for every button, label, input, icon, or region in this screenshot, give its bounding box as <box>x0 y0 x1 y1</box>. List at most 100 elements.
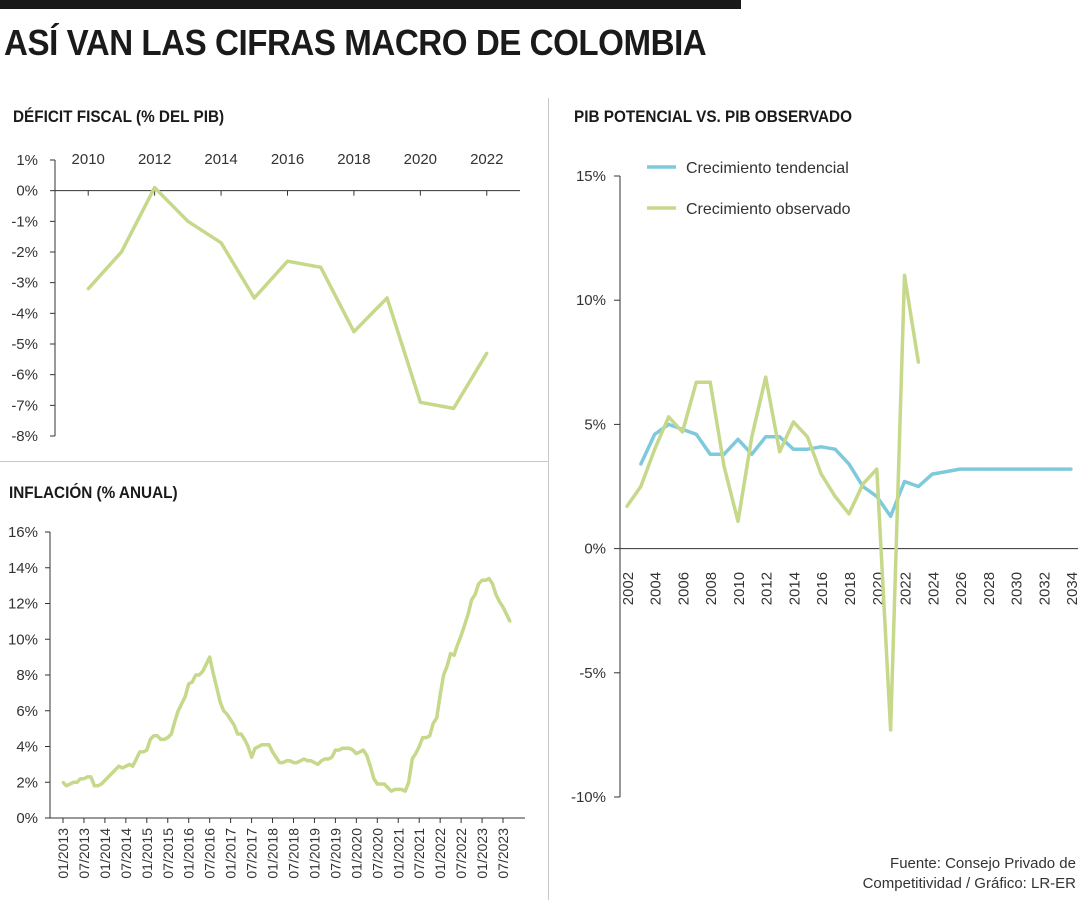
inflation-point <box>274 755 278 759</box>
inflation-point <box>120 766 124 770</box>
inflation-point <box>96 784 100 788</box>
inflation-point <box>75 780 79 784</box>
inflation-point <box>414 752 418 756</box>
deficit-point <box>485 351 489 355</box>
inflation-series-line <box>61 576 512 793</box>
inflation-point <box>505 612 508 616</box>
gdp-trend-line-point <box>1000 467 1004 471</box>
deficit-chart-title: DÉFICIT FISCAL (% DEL PIB) <box>13 107 225 126</box>
inflation-point <box>152 734 156 738</box>
inflation-x-tick-label: 07/2014 <box>118 828 134 879</box>
inflation-point <box>407 780 411 784</box>
gdp-trend-line-point <box>694 432 698 436</box>
inflation-point <box>354 752 358 756</box>
inflation-point <box>208 655 212 659</box>
gdp-y-tick-label: 5% <box>584 416 606 433</box>
deficit-y-tick-label: -4% <box>11 305 38 322</box>
inflation-point <box>229 718 233 722</box>
gdp-trend-line-point <box>902 479 907 484</box>
inflation-point <box>113 768 117 772</box>
inflation-x-tick-label: 07/2021 <box>411 828 427 879</box>
inflation-point <box>494 593 498 596</box>
inflation-point <box>61 780 65 784</box>
deficit-x-tick-label: 2022 <box>470 151 503 168</box>
deficit-y-tick-label: -1% <box>11 213 38 230</box>
inflation-point <box>473 593 477 596</box>
inflation-x-tick-label: 01/2021 <box>390 828 406 879</box>
deficit-series-line <box>86 185 489 411</box>
inflation-point <box>456 643 460 647</box>
inflation-point <box>180 702 184 705</box>
inflation-point <box>508 619 512 623</box>
inflation-x-tick-label: 01/2018 <box>265 828 281 879</box>
inflation-point <box>330 755 334 759</box>
inflation-point <box>271 750 274 754</box>
deficit-point <box>119 250 124 254</box>
gdp-x-tick-label: 2028 <box>981 572 998 605</box>
source-line-2: Competitividad / Gráfico: LR-ER <box>862 875 1076 892</box>
inflation-x-tick-label: 07/2013 <box>76 828 92 879</box>
inflation-point <box>480 578 484 582</box>
gdp-trend-line <box>639 422 1072 519</box>
gdp-trend-line-point <box>639 462 643 466</box>
inflation-point <box>417 745 421 748</box>
inflation-x-tick-label: 07/2017 <box>244 828 260 879</box>
inflation-point <box>466 612 470 616</box>
gdp-trend-line-point <box>1041 467 1045 471</box>
inflation-point <box>166 736 170 739</box>
inflation-point <box>320 759 323 763</box>
inflation-point <box>246 745 250 748</box>
deficit-point <box>418 400 422 404</box>
gdp-x-tick-label: 2034 <box>1064 572 1080 605</box>
deficit-point <box>153 186 157 190</box>
inflation-point <box>236 732 240 736</box>
inflation-point <box>260 743 264 747</box>
inflation-point <box>421 736 425 739</box>
inflation-point <box>127 762 131 766</box>
gdp-x-tick-label: 2024 <box>925 572 942 605</box>
inflation-point <box>463 623 467 627</box>
inflation-point <box>449 652 453 655</box>
deficit-point <box>219 241 223 245</box>
deficit-point <box>319 265 323 269</box>
gdp-trend-line-point <box>778 435 782 439</box>
panel-divider-horizontal <box>0 461 548 462</box>
inflation-point <box>389 789 393 793</box>
inflation-point <box>187 682 191 686</box>
gdp-trend-line-point <box>764 435 768 439</box>
inflation-point <box>79 777 82 781</box>
inflation-point <box>257 745 260 748</box>
inflation-point <box>89 775 93 779</box>
inflation-point <box>396 788 400 791</box>
inflation-point <box>470 598 473 602</box>
source-line-1: Fuente: Consejo Privado de <box>890 855 1076 872</box>
inflation-point <box>218 700 222 704</box>
inflation-point <box>452 653 456 657</box>
inflation-point <box>148 737 152 741</box>
deficit-point <box>385 296 389 300</box>
inflation-point <box>340 746 344 750</box>
deficit-y-tick-label: -8% <box>11 428 38 445</box>
deficit-point <box>285 259 290 263</box>
inflation-point <box>155 734 159 738</box>
inflation-point <box>309 759 313 763</box>
gdp-observed-line-point <box>653 447 657 451</box>
inflation-point <box>295 761 299 764</box>
inflation-point <box>368 764 372 768</box>
inflation-x-tick-label: 07/2019 <box>327 828 343 879</box>
gdp-trend-line-point <box>653 432 657 436</box>
gdp-trend-line-point <box>750 452 754 456</box>
inflation-y-tick-label: 8% <box>16 667 38 684</box>
inflation-point <box>410 757 414 761</box>
inflation-y-tick-label: 4% <box>16 739 38 756</box>
inflation-y-tick-label: 0% <box>16 810 38 827</box>
deficit-x-tick-label: 2018 <box>337 151 370 168</box>
inflation-point <box>232 723 236 727</box>
gdp-observed-line-point <box>778 450 782 454</box>
gdp-y-tick-label: 15% <box>576 168 606 185</box>
gdp-trend-line-point <box>847 462 851 466</box>
inflation-point <box>281 761 285 764</box>
inflation-point <box>288 759 292 763</box>
inflation-point <box>327 757 330 761</box>
